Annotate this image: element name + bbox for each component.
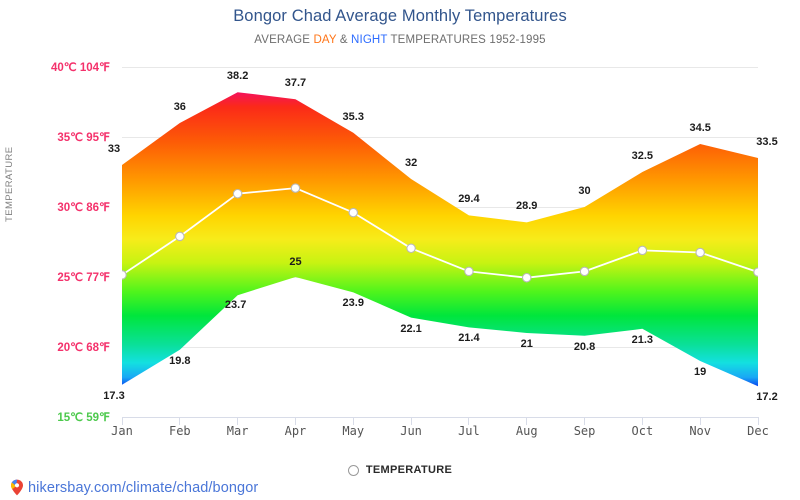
y-axis-tick-label-20: 20℃ 68℉ (57, 342, 110, 354)
x-axis-label-oct: Oct (631, 424, 654, 438)
x-axis-tick (468, 417, 470, 425)
night-value-label: 23.9 (342, 297, 364, 310)
plot-area (122, 67, 758, 418)
x-axis-tick (121, 417, 123, 425)
x-axis-tick (699, 417, 701, 425)
night-value-label: 21 (520, 338, 533, 350)
day-value-label: 30 (578, 185, 591, 197)
x-axis-tick (352, 417, 354, 425)
day-value-label: 35.3 (342, 110, 364, 123)
x-axis-tick (179, 417, 181, 425)
y-axis-tick-label-30: 30℃ 86℉ (57, 202, 110, 214)
legend-circle-icon (347, 464, 359, 476)
source-footer: hikersbay.com/climate/chad/bongor (10, 479, 258, 496)
temperature-band-svg (122, 92, 758, 387)
subtitle-day: DAY (313, 34, 337, 46)
data-point-marker (464, 266, 474, 277)
y-axis-tick-label-25: 25℃ 77℉ (57, 272, 110, 284)
day-value-label: 29.4 (458, 193, 480, 206)
y-axis-tick-label-35: 35℃ 95℉ (57, 132, 110, 144)
data-point-marker (753, 267, 758, 277)
x-axis-label-mar: Mar (226, 424, 249, 438)
data-point-marker (521, 272, 532, 283)
x-axis-label-jul: Jul (458, 424, 480, 438)
data-point-markers (122, 183, 758, 283)
day-value-label: 33 (107, 143, 121, 155)
subtitle-pre: AVERAGE (254, 34, 314, 46)
data-point-marker (175, 231, 185, 242)
x-axis-label-jan: Jan (111, 424, 133, 438)
gridline (122, 347, 758, 348)
y-axis-tick-label-40: 40℃ 104℉ (50, 62, 110, 74)
page-title: Bongor Chad Average Monthly Temperatures (233, 7, 567, 25)
night-value-label: 23.7 (224, 299, 247, 312)
day-value-label: 38.2 (226, 70, 249, 83)
day-value-label: 28.9 (516, 200, 538, 213)
x-axis-tick (641, 417, 643, 425)
subtitle-post: TEMPERATURES 1952-1995 (387, 34, 546, 46)
source-url[interactable]: hikersbay.com/climate/chad/bongor (28, 479, 259, 496)
y-axis-tick-label-15: 15℃ 59℉ (57, 412, 110, 424)
x-axis-label-sep: Sep (573, 424, 596, 438)
temperature-band (122, 92, 758, 387)
x-axis-label-apr: Apr (284, 424, 307, 438)
x-axis-label-aug: Aug (515, 424, 538, 438)
day-value-label: 32 (404, 157, 418, 169)
day-value-label: 34.5 (689, 122, 711, 134)
day-value-label: 36 (173, 101, 186, 113)
night-value-label: 17.2 (756, 391, 778, 404)
chart-subtitle: AVERAGE DAY & NIGHT TEMPERATURES 1952-19… (0, 34, 800, 46)
x-axis-label-jun: Jun (400, 424, 422, 438)
day-value-label: 37.7 (284, 77, 307, 90)
x-axis-tick (294, 417, 296, 425)
x-axis-tick (410, 417, 412, 425)
night-value-label: 25 (289, 256, 302, 268)
data-point-marker (290, 183, 301, 193)
data-point-marker (348, 207, 359, 218)
x-axis-tick (757, 417, 759, 425)
subtitle-night: NIGHT (351, 34, 388, 46)
day-value-label: 33.5 (756, 136, 778, 148)
legend-label: TEMPERATURE (365, 464, 453, 476)
mean-temperature-line (122, 187, 758, 279)
data-point-marker (406, 243, 416, 254)
night-value-label: 21.4 (458, 332, 480, 345)
night-value-label: 19 (694, 366, 707, 378)
data-point-marker (579, 266, 590, 277)
x-axis-tick (526, 417, 528, 425)
gridline (122, 137, 758, 138)
map-pin-icon (11, 479, 23, 496)
data-point-marker (637, 245, 648, 256)
night-value-label: 20.8 (573, 340, 596, 353)
night-value-label: 21.3 (631, 333, 654, 346)
gridline (122, 67, 758, 68)
chart-legend: TEMPERATURE (0, 464, 800, 476)
night-value-label: 17.3 (103, 389, 125, 402)
x-axis-line (122, 417, 758, 418)
day-value-label: 32.5 (631, 150, 654, 162)
data-point-marker (122, 270, 127, 280)
subtitle-mid: & (336, 34, 352, 46)
data-point-marker (695, 247, 705, 258)
data-point-marker (232, 188, 243, 199)
x-axis-tick (237, 417, 239, 425)
x-axis-label-may: May (342, 424, 365, 438)
x-axis-tick (584, 417, 586, 425)
x-axis-label-dec: Dec (747, 424, 769, 438)
x-axis-label-feb: Feb (168, 424, 191, 438)
x-axis-label-nov: Nov (689, 424, 712, 438)
night-value-label: 22.1 (400, 322, 422, 335)
night-value-label: 19.8 (169, 354, 191, 367)
